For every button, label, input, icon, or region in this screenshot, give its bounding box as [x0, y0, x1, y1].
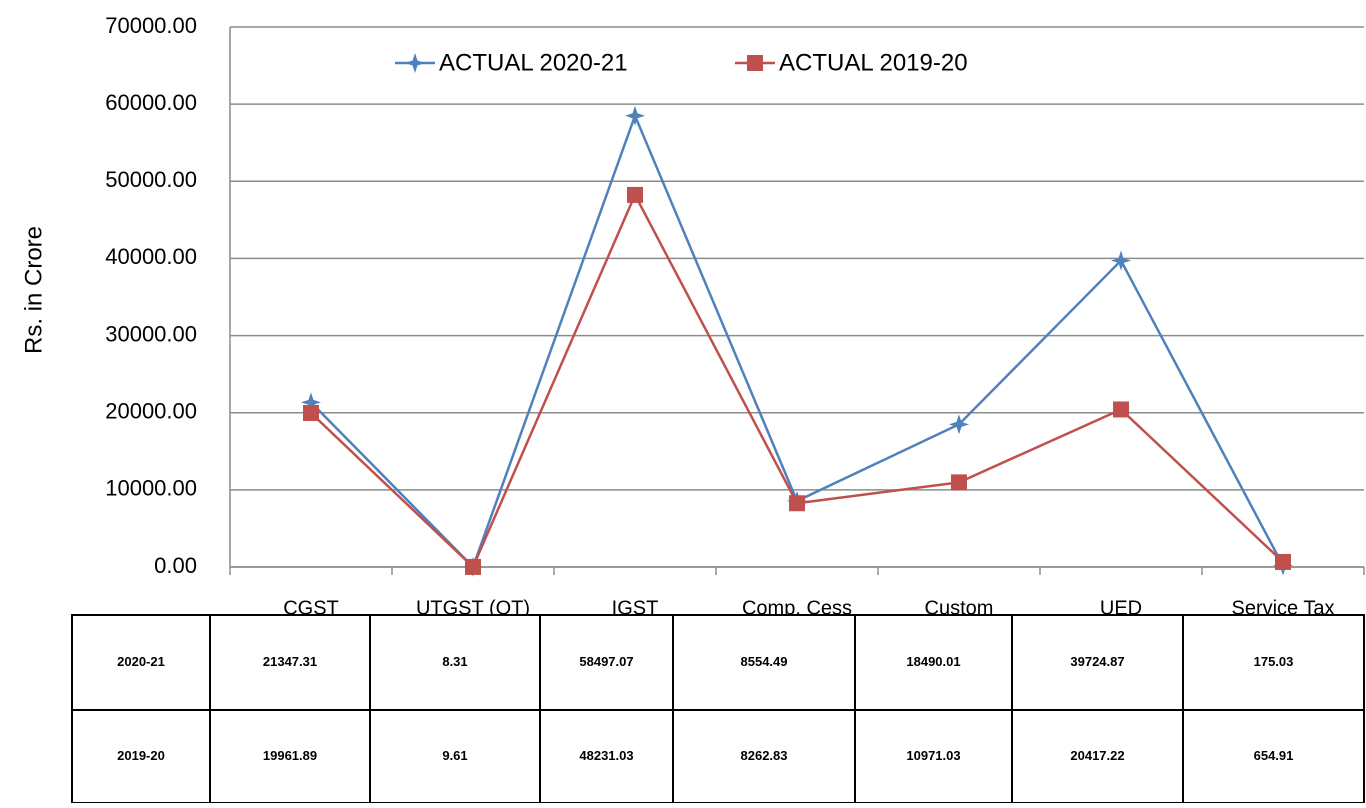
y-tick-label: 70000.00: [105, 13, 197, 38]
cell-value: 9.61: [442, 748, 467, 763]
cell-value: 654.91: [1254, 748, 1294, 763]
table-cell: [209, 614, 371, 711]
x-tick-label: Service Tax: [1231, 597, 1334, 619]
x-tick-label: IGST: [612, 597, 659, 619]
x-tick-label: UTGST (OT): [416, 597, 530, 619]
cell-value: 39724.87: [1070, 654, 1124, 669]
data-point: [949, 414, 969, 435]
cell-value: 58497.07: [579, 654, 633, 669]
x-tick-label: UED: [1100, 597, 1142, 619]
data-point: [789, 495, 805, 512]
data-point: [1113, 401, 1129, 418]
row-label: 2020-21: [117, 654, 165, 669]
table-cell: [1182, 709, 1365, 804]
table-cell: [1011, 614, 1184, 711]
table-cell: [369, 614, 541, 711]
cell-value: 8554.49: [741, 654, 788, 669]
cell-value: 8262.83: [741, 748, 788, 763]
x-tick-label: Custom: [925, 597, 994, 619]
data-point: [301, 392, 321, 413]
data-point: [1111, 250, 1131, 271]
legend-marker: [747, 55, 763, 71]
data-point: [627, 186, 643, 203]
table-cell: [854, 614, 1013, 711]
y-tick-label: 30000.00: [105, 321, 197, 346]
y-tick-label: 20000.00: [105, 399, 197, 424]
data-point: [465, 558, 481, 575]
table-cell: [369, 709, 541, 804]
row-label: 2019-20: [117, 748, 165, 763]
cell-value: 18490.01: [906, 654, 960, 669]
table-cell: [672, 614, 856, 711]
legend-label: ACTUAL 2020-21: [439, 49, 628, 76]
y-tick-label: 10000.00: [105, 476, 197, 501]
legend-marker: [405, 53, 425, 73]
cell-value: 8.31: [442, 654, 467, 669]
cell-value: 19961.89: [263, 748, 317, 763]
table-cell: [209, 709, 371, 804]
y-tick-label: 60000.00: [105, 90, 197, 115]
data-point: [1275, 553, 1291, 570]
cell-value: 10971.03: [906, 748, 960, 763]
y-tick-label: 40000.00: [105, 244, 197, 269]
x-tick-label: CGST: [283, 597, 339, 619]
x-tick-label: Comp. Cess: [742, 597, 852, 619]
cell-value: 21347.31: [263, 654, 317, 669]
y-axis-title: Rs. in Crore: [20, 226, 47, 354]
cell-value: 175.03: [1254, 654, 1294, 669]
table-cell: [71, 614, 211, 711]
cell-value: 20417.22: [1070, 748, 1124, 763]
cell-value: 48231.03: [579, 748, 633, 763]
legend-label: ACTUAL 2019-20: [779, 49, 968, 76]
y-tick-label: 0.00: [154, 553, 197, 578]
data-point: [303, 405, 319, 422]
data-point: [951, 474, 967, 491]
y-tick-label: 50000.00: [105, 167, 197, 192]
data-point: [625, 105, 645, 126]
